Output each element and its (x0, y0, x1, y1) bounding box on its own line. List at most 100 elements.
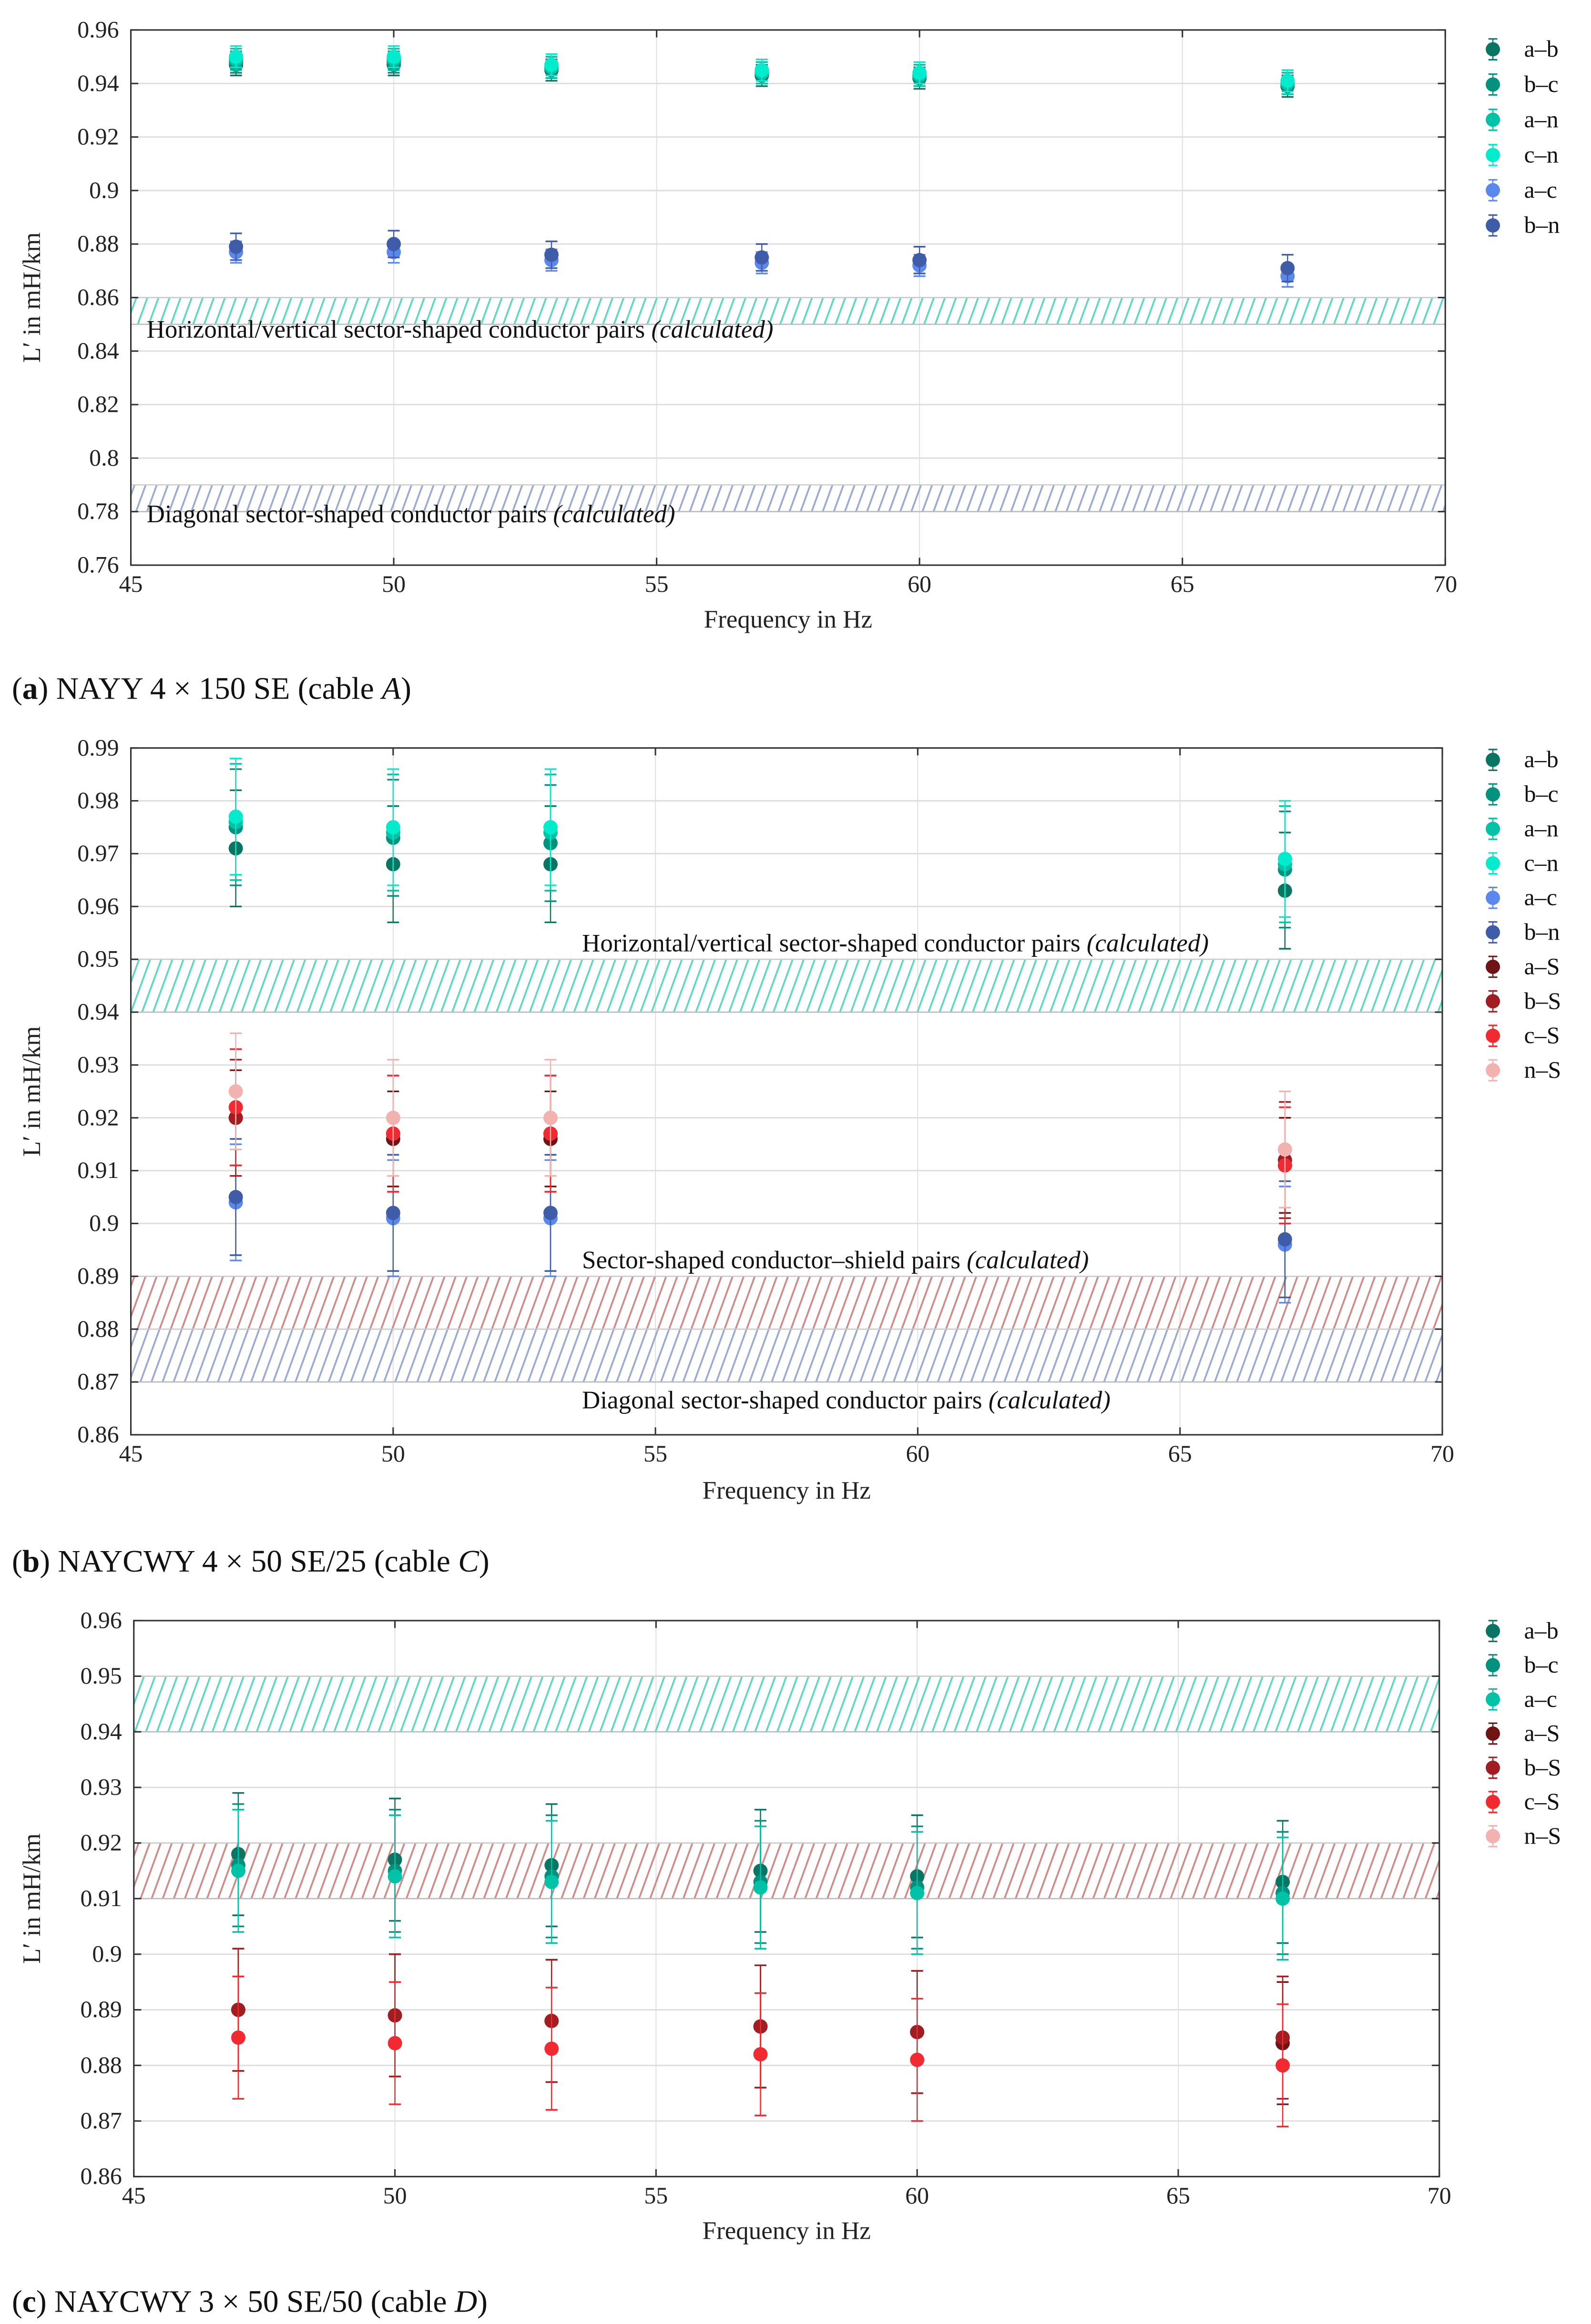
legend-marker (1486, 218, 1500, 233)
y-tick-label: 0.8 (89, 445, 119, 471)
x-tick-label: 70 (1430, 1441, 1454, 1467)
y-tick-label: 0.92 (80, 1829, 122, 1856)
data-point (1277, 852, 1292, 866)
x-tick-label: 55 (643, 1441, 667, 1467)
x-tick-label: 50 (382, 571, 406, 597)
y-tick-label: 0.98 (77, 787, 119, 813)
legend-label: a–b (1524, 1617, 1559, 1644)
legend-label: n–S (1524, 1823, 1561, 1849)
band-label: Diagonal sector-shaped conductor pairs (… (582, 1387, 1111, 1414)
legend-label: c–n (1524, 142, 1559, 168)
band-label-italic: (calculated) (989, 1387, 1111, 1414)
y-tick-label: 0.94 (77, 999, 119, 1025)
calculated-band (131, 959, 1443, 1013)
series-a–n (228, 763, 1292, 924)
legend-label: b–S (1524, 1754, 1561, 1780)
x-axis-label: Frequency in Hz (703, 2217, 871, 2245)
caption-paren: ) (38, 672, 56, 706)
x-axis-label: Frequency in Hz (704, 606, 872, 633)
data-point (386, 820, 400, 834)
y-tick-label: 0.99 (77, 734, 119, 761)
y-tick-label: 0.97 (77, 840, 119, 866)
y-tick-label: 0.93 (80, 1774, 122, 1800)
x-tick-label: 45 (119, 1441, 143, 1467)
x-tick-label: 50 (381, 1441, 405, 1467)
legend-marker (1486, 752, 1500, 767)
chart-panel-c: a–b b–c a–c a–S b–S c–S n–S 45 50 55 60 65 70 0.86 0.8… (12, 1607, 1561, 2319)
panel-caption: (c) NAYCWY 3 × 50 SE/50 (cable D) (12, 2285, 488, 2319)
chart-panel-b: Horizontal/vertical sector-shaped conduc… (12, 734, 1561, 1579)
caption-tag: c (22, 2285, 36, 2319)
series-c–n (229, 45, 1295, 92)
data-point (228, 1084, 243, 1099)
y-tick-label: 0.96 (80, 1607, 122, 1634)
x-tick-label: 45 (119, 571, 143, 597)
data-point (910, 2052, 925, 2067)
caption-text: NAYCWY 4 × 50 SE/25 (cable (58, 1544, 458, 1579)
y-tick-label: 0.88 (77, 1316, 119, 1342)
legend-marker (1486, 1624, 1500, 1638)
data-point (912, 253, 927, 267)
panel-caption: (a) NAYY 4 × 150 SE (cable A) (12, 672, 411, 706)
legend-label: c–n (1524, 850, 1559, 876)
x-tick-label: 70 (1428, 2182, 1451, 2209)
x-axis-label: Frequency in Hz (703, 1477, 871, 1504)
legend-marker (1486, 822, 1500, 836)
legend-marker (1486, 183, 1500, 198)
band-label-text: Horizontal/vertical sector-shaped conduc… (147, 316, 652, 344)
panel-caption: (b) NAYCWY 4 × 50 SE/25 (cable C) (12, 1544, 490, 1579)
y-tick-label: 0.93 (77, 1051, 119, 1077)
caption-cable: D (454, 2285, 477, 2319)
caption-close: ) (479, 1544, 490, 1579)
data-point (388, 2036, 402, 2050)
calculated-band (133, 1676, 1439, 1732)
data-point (544, 247, 559, 262)
legend-label: b–c (1524, 781, 1559, 807)
x-tick-label: 55 (645, 571, 669, 597)
x-tick-label: 60 (908, 571, 931, 597)
y-tick-label: 0.76 (77, 552, 119, 578)
legend-label: a–c (1524, 177, 1557, 203)
legend-label: n–S (1524, 1057, 1561, 1083)
data-point (755, 250, 769, 265)
series-a–b (228, 789, 1292, 950)
y-axis-label: L′ in mH/km (18, 233, 46, 363)
calculated-band (131, 1329, 1443, 1382)
data-point (228, 809, 243, 824)
band-label-text: Sector-shaped conductor–shield pairs (582, 1247, 967, 1274)
y-tick-label: 0.9 (92, 1941, 122, 1967)
legend-marker (1486, 148, 1500, 162)
legend-label: a–S (1524, 1720, 1560, 1746)
band-label: Horizontal/vertical sector-shaped conduc… (582, 930, 1209, 957)
legend-label: a–b (1524, 36, 1559, 62)
legend-label: c–S (1524, 1022, 1560, 1048)
legend-marker (1486, 925, 1500, 940)
legend-label: b–n (1524, 212, 1560, 238)
series-n–S (228, 1032, 1292, 1208)
legend-label: c–S (1524, 1788, 1560, 1815)
data-point (543, 820, 558, 834)
data-point (753, 2047, 768, 2061)
calculated-band (131, 485, 1446, 512)
legend-label: b–c (1524, 1652, 1559, 1678)
y-tick-label: 0.82 (77, 391, 119, 417)
band-label-text: Horizontal/vertical sector-shaped conduc… (582, 930, 1087, 957)
legend-marker (1486, 1692, 1500, 1707)
y-tick-label: 0.87 (80, 2108, 122, 2134)
legend-label: b–S (1524, 988, 1561, 1014)
band-label-italic: (calculated) (553, 500, 675, 528)
data-point (387, 237, 401, 252)
chart-panel-a: Horizontal/vertical sector-shaped conduc… (12, 17, 1560, 706)
data-point (386, 1110, 400, 1125)
data-point (1280, 73, 1295, 88)
data-point (1277, 1142, 1292, 1157)
data-point (755, 63, 769, 78)
caption-paren: ) (40, 1544, 58, 1579)
legend-label: a–n (1524, 106, 1559, 132)
legend-marker (1486, 891, 1500, 905)
data-point (1280, 261, 1295, 275)
legend-marker (1486, 42, 1500, 57)
caption-text: NAYCWY 3 × 50 SE/50 (cable (54, 2285, 455, 2319)
series-a–c (231, 1808, 1290, 1961)
data-point (910, 1886, 925, 1900)
